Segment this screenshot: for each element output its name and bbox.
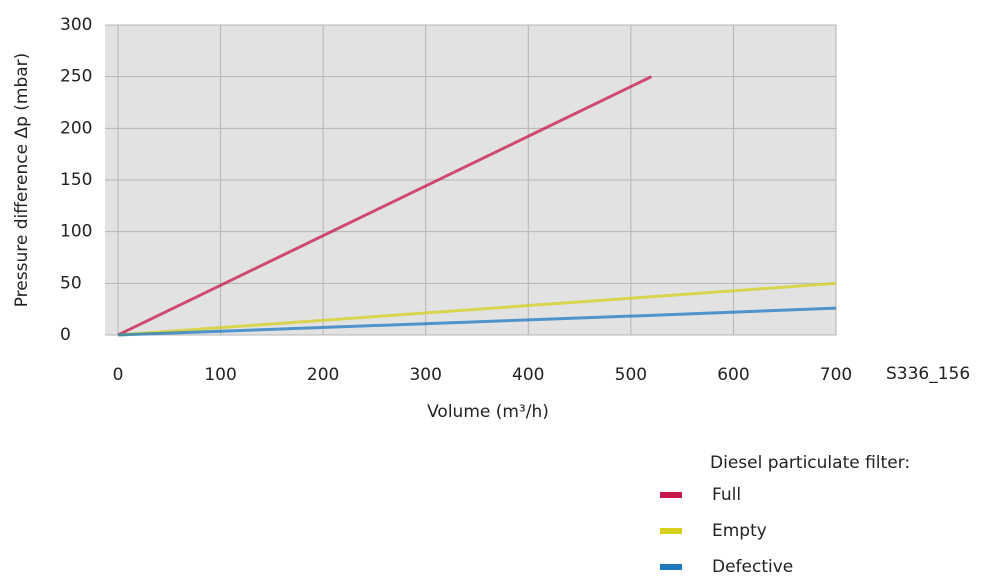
- legend-label: Full: [712, 485, 741, 505]
- legend-swatch: [660, 528, 682, 534]
- series-line: [117, 306, 837, 337]
- y-tick-label: 300: [60, 15, 92, 35]
- x-tick-label: 600: [717, 365, 749, 385]
- y-tick-label: 250: [60, 67, 92, 87]
- x-tick-label: 500: [615, 365, 647, 385]
- y-tick-label: 100: [60, 222, 92, 242]
- legend-swatch: [660, 564, 682, 570]
- legend-label: Empty: [712, 521, 767, 541]
- legend-title: Diesel particulate filter:: [710, 453, 910, 473]
- y-tick-label: 50: [60, 273, 82, 293]
- x-tick-label: 100: [204, 365, 236, 385]
- x-tick-label: 300: [409, 365, 441, 385]
- series-line: [117, 75, 653, 337]
- y-axis-label: Pressure difference Δp (mbar): [12, 53, 32, 308]
- y-tick-label: 0: [60, 325, 71, 345]
- x-axis-label: Volume (m³/h): [427, 402, 549, 422]
- series-line: [117, 281, 837, 337]
- y-tick-label: 200: [60, 118, 92, 138]
- x-tick-label: 0: [113, 365, 124, 385]
- legend-swatch: [660, 492, 682, 498]
- x-tick-label: 700: [820, 365, 852, 385]
- x-tick-label: 200: [307, 365, 339, 385]
- y-tick-label: 150: [60, 170, 92, 190]
- figure-id: S336_156: [886, 364, 970, 384]
- x-tick-label: 400: [512, 365, 544, 385]
- legend-label: Defective: [712, 557, 793, 577]
